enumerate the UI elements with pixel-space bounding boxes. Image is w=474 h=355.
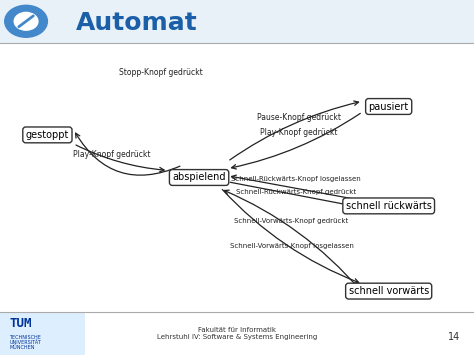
Text: Lehrstuhl IV: Software & Systems Engineering: Lehrstuhl IV: Software & Systems Enginee…	[157, 334, 317, 340]
Text: Schnell-Rückwärts-Knopf losgelassen: Schnell-Rückwärts-Knopf losgelassen	[231, 176, 361, 181]
Text: Play-Knopf gedrückt: Play-Knopf gedrückt	[260, 127, 337, 137]
Text: TUM: TUM	[9, 317, 32, 330]
Text: MÜNCHEN: MÜNCHEN	[9, 345, 35, 350]
Text: Schnell-Vorwärts-Knopf losgelassen: Schnell-Vorwärts-Knopf losgelassen	[229, 243, 354, 248]
FancyBboxPatch shape	[0, 312, 85, 355]
Text: Play-Knopf gedrückt: Play-Knopf gedrückt	[73, 150, 150, 159]
Text: schnell rückwärts: schnell rückwärts	[346, 201, 432, 211]
Text: Schnell-Rückwärts-Knopf gedrückt: Schnell-Rückwärts-Knopf gedrückt	[236, 190, 356, 195]
Circle shape	[5, 5, 47, 37]
Text: Stopp-Knopf gedrückt: Stopp-Knopf gedrückt	[119, 68, 203, 77]
Text: gestoppt: gestoppt	[26, 130, 69, 140]
Circle shape	[14, 12, 38, 30]
Text: schnell vorwärts: schnell vorwärts	[348, 286, 429, 296]
Text: UNIVERSITÄT: UNIVERSITÄT	[9, 340, 41, 345]
Text: Schnell-Vorwärts-Knopf gedrückt: Schnell-Vorwärts-Knopf gedrückt	[234, 218, 349, 224]
Text: Automat: Automat	[76, 11, 198, 35]
Text: Fakultät für Informatik: Fakultät für Informatik	[198, 327, 276, 333]
Text: pausiert: pausiert	[369, 102, 409, 111]
FancyBboxPatch shape	[0, 0, 474, 43]
Text: TECHNISCHE: TECHNISCHE	[9, 335, 41, 340]
Text: Pause-Knopf gedrückt: Pause-Knopf gedrückt	[256, 113, 341, 122]
Text: abspielend: abspielend	[173, 173, 226, 182]
Text: 14: 14	[447, 332, 460, 342]
